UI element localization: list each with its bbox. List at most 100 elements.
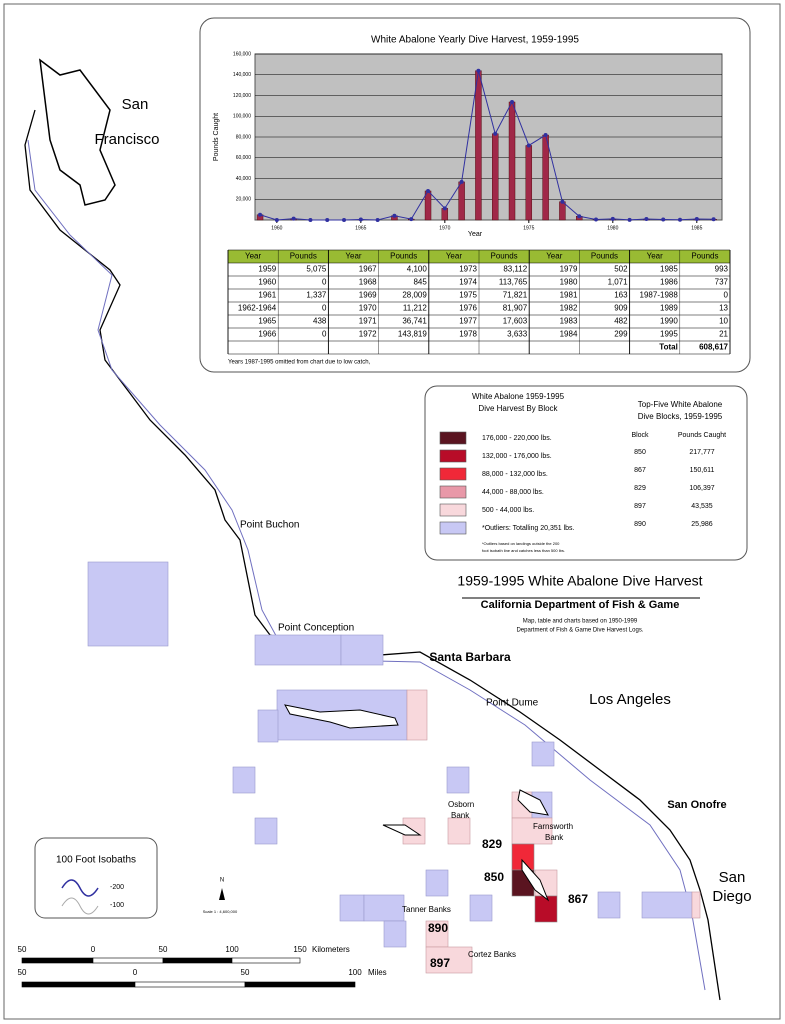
table-cell: 1967	[359, 265, 377, 274]
x-tick-label: 1975	[523, 225, 534, 231]
feature-label: Point Dume	[486, 698, 539, 709]
y-tick-label: 60,000	[236, 155, 252, 161]
bar	[475, 70, 482, 221]
san-nicolas-island	[382, 824, 422, 836]
table-cell: 1984	[560, 330, 578, 339]
scale-segment	[162, 957, 233, 964]
table-cell: 0	[322, 330, 327, 339]
north-label: N	[220, 878, 224, 884]
total-value: 608,617	[699, 343, 728, 352]
table-cell: 11,212	[403, 304, 427, 313]
table-header: Year	[546, 252, 563, 261]
map-block	[254, 817, 278, 845]
point	[291, 216, 296, 221]
map-subtitle: California Department of Fish & Game	[481, 599, 680, 611]
table-cell: 1,071	[608, 278, 629, 287]
point	[577, 214, 582, 219]
legend-footnote: *Outliers based on landings outside the …	[482, 541, 560, 546]
top-five-block: 890	[634, 521, 646, 528]
scale-label: 150	[293, 945, 307, 954]
table-cell: 36,741	[402, 317, 427, 326]
scale-label: 0	[133, 968, 138, 977]
point	[661, 217, 666, 222]
block-number: 890	[428, 921, 448, 935]
legend-swatch	[439, 485, 467, 499]
map-block	[446, 766, 470, 794]
bar	[508, 101, 516, 221]
map-block	[406, 689, 428, 741]
scale-label: 100	[348, 968, 362, 977]
legend-footnote: foot isobath line and catches less than …	[482, 548, 565, 553]
point	[308, 218, 313, 222]
scale-label: 50	[18, 945, 27, 954]
map-block	[257, 709, 279, 743]
map-block	[232, 766, 256, 794]
credit: Map, table and charts based on 1950-1999	[523, 619, 638, 625]
table-cell: 71,821	[503, 291, 528, 300]
y-tick-label: 100,000	[233, 114, 251, 120]
x-tick-label: 1980	[607, 225, 618, 231]
table-cell: 0	[322, 278, 327, 287]
city-label: San Onofre	[667, 799, 726, 811]
scale-label: 0	[91, 945, 96, 954]
map-block	[339, 894, 365, 922]
map-block	[254, 634, 342, 666]
legend-panel	[424, 385, 748, 561]
point	[678, 217, 683, 222]
legend-swatch	[439, 449, 467, 463]
scale-segment	[231, 957, 301, 964]
table-cell: 1979	[560, 265, 578, 274]
top-five-pounds: 43,535	[691, 503, 713, 510]
feature-label: Point Buchon	[240, 520, 300, 531]
feature-label: Osborn	[448, 800, 474, 809]
scale-segment	[134, 981, 246, 988]
table-cell: 1976	[459, 304, 477, 313]
scale-label: 50	[241, 968, 250, 977]
frame	[3, 3, 781, 1020]
scale-unit: Miles	[368, 968, 387, 977]
x-tick-label: 1985	[691, 225, 702, 231]
table-cell: 1990	[660, 317, 678, 326]
table-cell: 299	[614, 330, 628, 339]
legend-label: *Outliers: Totalling 20,351 lbs.	[482, 525, 575, 532]
map-block	[691, 891, 701, 919]
scale-segment	[21, 981, 136, 988]
top-five-block: 897	[634, 503, 646, 510]
north-arrow	[219, 888, 225, 900]
table-cell: 993	[715, 265, 729, 274]
map-block	[425, 946, 473, 974]
table-cell: 1980	[560, 278, 578, 287]
point	[543, 133, 548, 138]
map-block	[597, 891, 621, 919]
map-block	[87, 561, 169, 647]
y-tick-label: 140,000	[233, 72, 251, 78]
table-cell: 163	[614, 291, 628, 300]
scale-label: 50	[159, 945, 168, 954]
map-block	[531, 741, 555, 767]
map-block	[469, 894, 493, 922]
top-five-title: Top-Five White Abalone	[638, 400, 723, 409]
map-block	[363, 894, 405, 922]
scale-segment	[21, 957, 94, 964]
legend-label: 176,000 - 220,000 lbs.	[482, 435, 552, 442]
table-cell: 17,603	[503, 317, 528, 326]
x-tick-label: 1970	[439, 225, 450, 231]
point	[476, 68, 481, 73]
table-cell: 1987-1988	[640, 291, 679, 300]
point	[493, 131, 498, 136]
table-header: Pounds	[591, 252, 618, 261]
map-block	[447, 817, 471, 845]
top-five-header: Block	[631, 432, 649, 439]
isobath-label: -100	[110, 902, 124, 909]
bar	[559, 201, 566, 221]
table-note: Years 1987-1995 omitted from chart due t…	[228, 360, 371, 366]
x-tick-label: 1960	[271, 225, 282, 231]
x-tick-label: 1965	[355, 225, 366, 231]
legend-title: White Abalone 1959-1995	[472, 392, 565, 401]
table-cell: 1968	[359, 278, 377, 287]
point	[442, 206, 447, 211]
table-cell: 1972	[359, 330, 377, 339]
table-cell: 0	[724, 291, 729, 300]
legend-label: 88,000 - 132,000 lbs.	[482, 471, 548, 478]
